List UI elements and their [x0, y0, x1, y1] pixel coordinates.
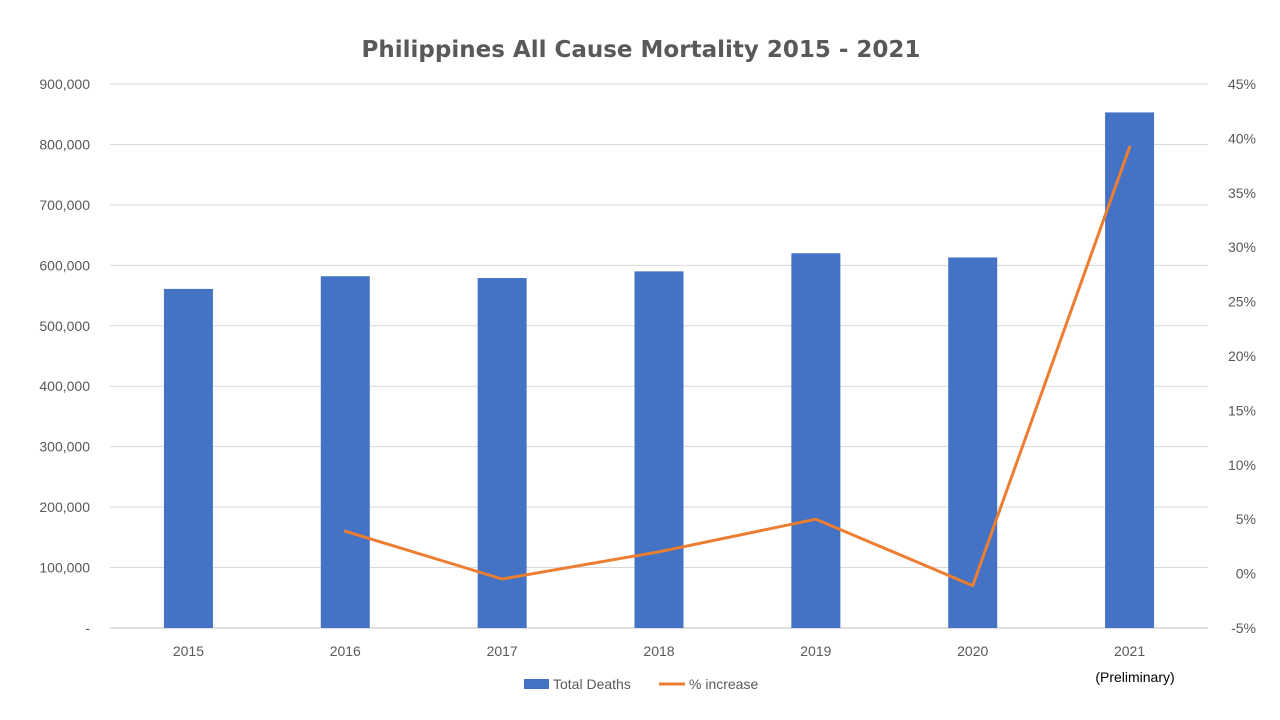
left-tick-label: 200,000 — [39, 499, 90, 515]
bar-series — [163, 112, 1155, 629]
right-tick-label: 35% — [1228, 185, 1256, 201]
left-tick-label: 300,000 — [39, 439, 90, 455]
x-tick-label: 2017 — [487, 643, 518, 659]
right-tick-label: 5% — [1236, 511, 1256, 527]
bar — [320, 276, 370, 628]
left-tick-label: - — [85, 620, 90, 636]
left-axis-ticks: - 100,000 200,000 300,000 400,000 500,000 600,… — [39, 76, 90, 636]
bar — [948, 257, 998, 628]
right-tick-label: 40% — [1228, 130, 1256, 146]
left-tick-label: 600,000 — [39, 257, 90, 273]
bar — [791, 253, 841, 628]
bar — [163, 288, 213, 628]
right-tick-label: 20% — [1228, 348, 1256, 364]
legend-label: % increase — [689, 676, 758, 692]
left-tick-label: 500,000 — [39, 318, 90, 334]
legend-label: Total Deaths — [553, 676, 631, 692]
percent-increase-line — [343, 145, 1132, 588]
legend-swatch-bar — [524, 679, 549, 689]
preliminary-note: (Preliminary) — [1095, 669, 1174, 685]
right-tick-label: 45% — [1228, 76, 1256, 92]
x-tick-label: 2018 — [643, 643, 674, 659]
legend: Total Deaths % increase — [524, 676, 758, 692]
right-tick-label: -5% — [1231, 620, 1256, 636]
left-tick-label: 800,000 — [39, 136, 90, 152]
right-axis-ticks: -5% 0% 5% 10% 15% 20% 25% 30% 35% 40% 45% — [1228, 76, 1256, 636]
left-tick-label: 700,000 — [39, 197, 90, 213]
x-tick-label: 2015 — [173, 643, 204, 659]
x-tick-label: 2019 — [800, 643, 831, 659]
right-tick-label: 10% — [1228, 457, 1256, 473]
x-tick-label: 2016 — [330, 643, 361, 659]
line-series — [343, 145, 1132, 588]
right-tick-label: 25% — [1228, 294, 1256, 310]
left-tick-label: 400,000 — [39, 378, 90, 394]
right-tick-label: 15% — [1228, 402, 1256, 418]
bar — [477, 278, 527, 628]
x-tick-label: 2021 — [1114, 643, 1145, 659]
bar — [1105, 112, 1155, 629]
x-axis-ticks: 2015 2016 2017 2018 2019 2020 2021 — [173, 643, 1146, 659]
left-tick-label: 100,000 — [39, 560, 90, 576]
right-tick-label: 0% — [1236, 566, 1256, 582]
x-tick-label: 2020 — [957, 643, 988, 659]
bar — [634, 271, 684, 628]
right-tick-label: 30% — [1228, 239, 1256, 255]
left-tick-label: 900,000 — [39, 76, 90, 92]
chart-title: Philippines All Cause Mortality 2015 - 2… — [362, 37, 921, 63]
